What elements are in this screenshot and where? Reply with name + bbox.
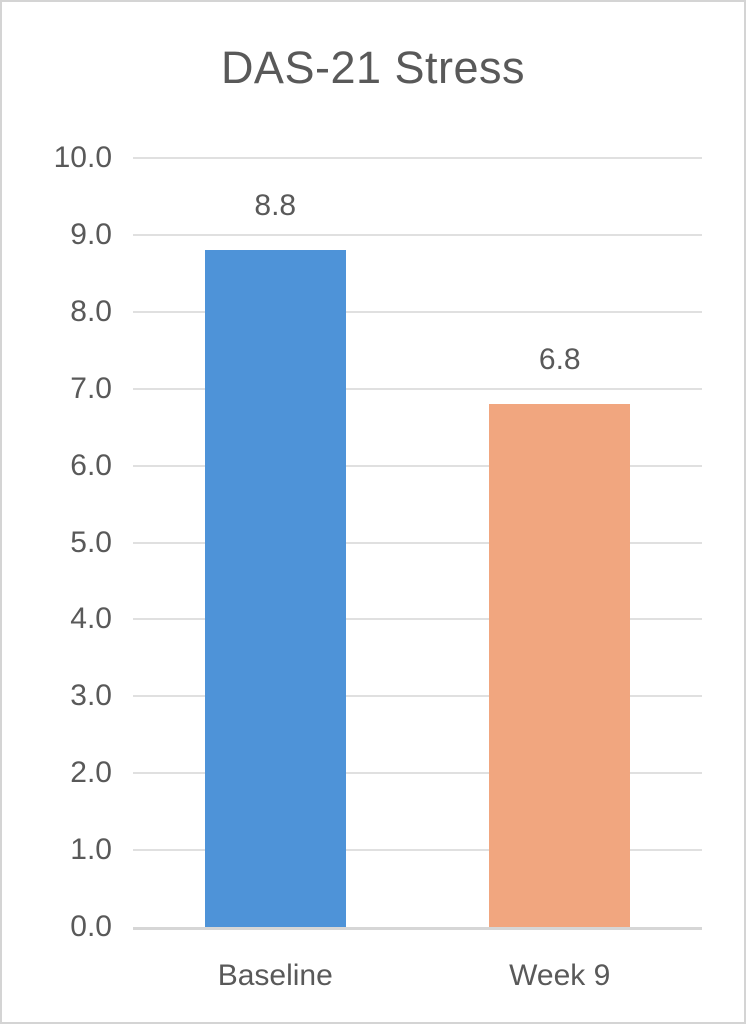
y-axis-tick-10-0: 10.0 — [53, 141, 112, 174]
gridline-y-9-0 — [133, 233, 702, 236]
gridline-y-6-0 — [133, 464, 702, 467]
y-axis-tick-9-0: 9.0 — [70, 217, 112, 251]
bar-week-9 — [489, 404, 631, 927]
gridline-y-5-0 — [133, 541, 702, 544]
y-axis-tick-4-0: 4.0 — [70, 602, 112, 636]
y-axis-tick-1-0: 1.0 — [70, 833, 112, 867]
y-axis-tick-2-0: 2.0 — [70, 756, 112, 790]
gridline-y-7-0 — [133, 387, 702, 390]
y-axis-tick-3-0: 3.0 — [70, 679, 112, 713]
y-axis-tick-8-0: 8.0 — [70, 294, 112, 328]
gridline-y-4-0 — [133, 618, 702, 621]
x-axis-line — [133, 927, 702, 930]
y-axis-tick-5-0: 5.0 — [70, 525, 112, 559]
y-axis-tick-6-0: 6.0 — [70, 448, 112, 482]
y-axis-tick-7-0: 7.0 — [70, 371, 112, 405]
gridline-y-10-0 — [133, 157, 702, 159]
gridline-y-1-0 — [133, 849, 702, 852]
bar-value-label-baseline: 8.8 — [254, 189, 297, 223]
y-axis-tick-0-0: 0.0 — [70, 910, 112, 943]
gridline-y-3-0 — [133, 695, 702, 698]
bar-value-label-week-9: 6.8 — [538, 343, 581, 377]
gridline-y-2-0 — [133, 772, 702, 775]
x-axis-category-week-9: Week 9 — [509, 959, 611, 992]
bar-baseline — [204, 250, 346, 927]
x-axis-category-baseline: Baseline — [217, 959, 333, 992]
gridline-y-8-0 — [133, 310, 702, 313]
chart-title: DAS-21 Stress — [220, 42, 526, 93]
